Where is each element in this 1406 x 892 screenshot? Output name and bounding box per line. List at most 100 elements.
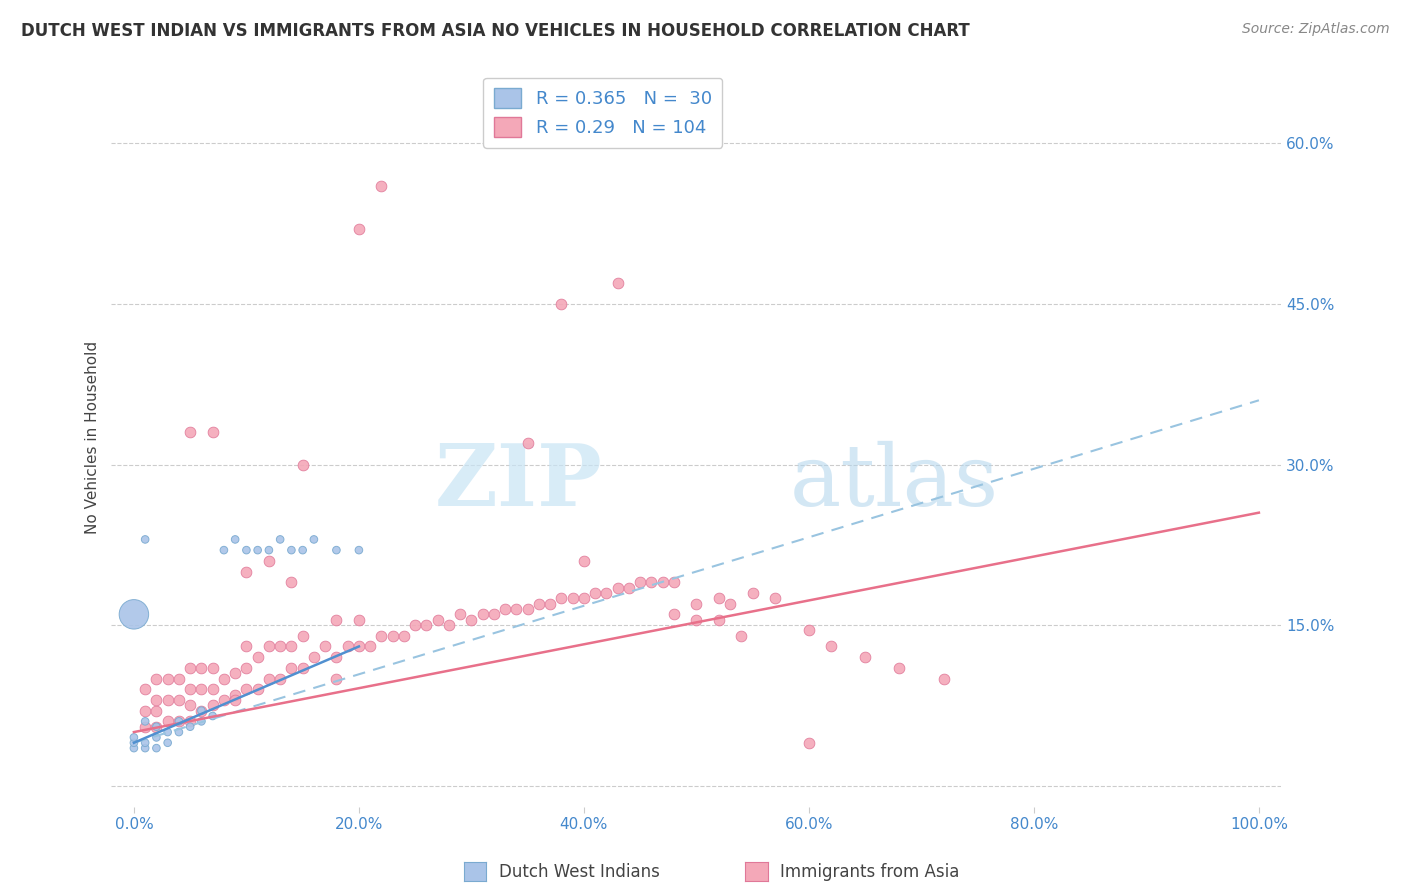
Point: [538, 597, 561, 611]
Point: [291, 629, 314, 643]
Y-axis label: No Vehicles in Household: No Vehicles in Household: [86, 341, 100, 534]
Point: [651, 575, 673, 590]
Point: [595, 586, 617, 600]
Point: [179, 682, 201, 697]
Point: [359, 640, 381, 654]
Point: [134, 533, 156, 547]
Point: [482, 607, 505, 622]
Point: [145, 731, 167, 745]
Point: [246, 650, 269, 665]
Point: [550, 591, 572, 606]
Point: [212, 693, 235, 707]
Point: [179, 720, 201, 734]
Point: [685, 597, 707, 611]
Point: [763, 591, 786, 606]
Point: [325, 543, 347, 558]
Point: [741, 586, 763, 600]
Point: [280, 543, 302, 558]
Point: [257, 554, 280, 568]
Point: [145, 693, 167, 707]
Point: [685, 613, 707, 627]
Point: [426, 613, 449, 627]
Point: [134, 720, 156, 734]
Point: [269, 672, 291, 686]
Point: [347, 640, 370, 654]
Point: [370, 179, 392, 194]
Point: [730, 629, 752, 643]
Point: [235, 565, 257, 579]
Point: [190, 704, 212, 718]
Point: [122, 741, 145, 756]
Point: [516, 436, 538, 450]
Point: [179, 698, 201, 713]
Point: [707, 591, 730, 606]
Text: ZIP: ZIP: [434, 440, 603, 524]
Point: [201, 682, 224, 697]
Point: [224, 688, 246, 702]
Point: [156, 736, 179, 750]
Point: [887, 661, 910, 675]
Point: [550, 297, 572, 311]
Point: [707, 613, 730, 627]
Point: [224, 693, 246, 707]
Point: [145, 672, 167, 686]
Text: Immigrants from Asia: Immigrants from Asia: [780, 863, 960, 881]
Point: [572, 554, 595, 568]
Point: [527, 597, 550, 611]
Point: [122, 731, 145, 745]
Point: [179, 425, 201, 440]
Point: [122, 736, 145, 750]
Point: [291, 458, 314, 472]
Point: [201, 709, 224, 723]
Point: [257, 543, 280, 558]
Point: [167, 725, 190, 739]
Point: [370, 629, 392, 643]
Point: [145, 741, 167, 756]
Point: [797, 624, 820, 638]
Point: [325, 613, 347, 627]
Point: [167, 693, 190, 707]
Point: [325, 650, 347, 665]
Point: [235, 640, 257, 654]
Point: [494, 602, 516, 616]
Point: [662, 607, 685, 622]
Point: [122, 607, 145, 622]
Point: [257, 672, 280, 686]
Text: Dutch West Indians: Dutch West Indians: [499, 863, 659, 881]
Point: [820, 640, 842, 654]
Point: [201, 698, 224, 713]
Point: [280, 640, 302, 654]
Point: [347, 543, 370, 558]
Text: Source: ZipAtlas.com: Source: ZipAtlas.com: [1241, 22, 1389, 37]
Point: [190, 682, 212, 697]
Point: [235, 661, 257, 675]
Point: [718, 597, 741, 611]
Point: [156, 714, 179, 729]
Point: [145, 720, 167, 734]
Point: [583, 586, 606, 600]
Point: [212, 672, 235, 686]
Point: [460, 613, 482, 627]
Point: [437, 618, 460, 632]
Point: [134, 682, 156, 697]
Point: [156, 693, 179, 707]
Point: [347, 613, 370, 627]
Point: [190, 714, 212, 729]
Point: [291, 543, 314, 558]
Point: [246, 682, 269, 697]
Point: [471, 607, 494, 622]
Point: [392, 629, 415, 643]
Point: [572, 591, 595, 606]
Point: [212, 543, 235, 558]
Point: [449, 607, 471, 622]
Point: [257, 640, 280, 654]
Legend: R = 0.365   N =  30, R = 0.29   N = 104: R = 0.365 N = 30, R = 0.29 N = 104: [484, 78, 723, 148]
Text: DUTCH WEST INDIAN VS IMMIGRANTS FROM ASIA NO VEHICLES IN HOUSEHOLD CORRELATION C: DUTCH WEST INDIAN VS IMMIGRANTS FROM ASI…: [21, 22, 970, 40]
Point: [156, 672, 179, 686]
Point: [280, 661, 302, 675]
Point: [325, 672, 347, 686]
Point: [246, 543, 269, 558]
Point: [415, 618, 437, 632]
Point: [516, 602, 538, 616]
Point: [628, 575, 651, 590]
